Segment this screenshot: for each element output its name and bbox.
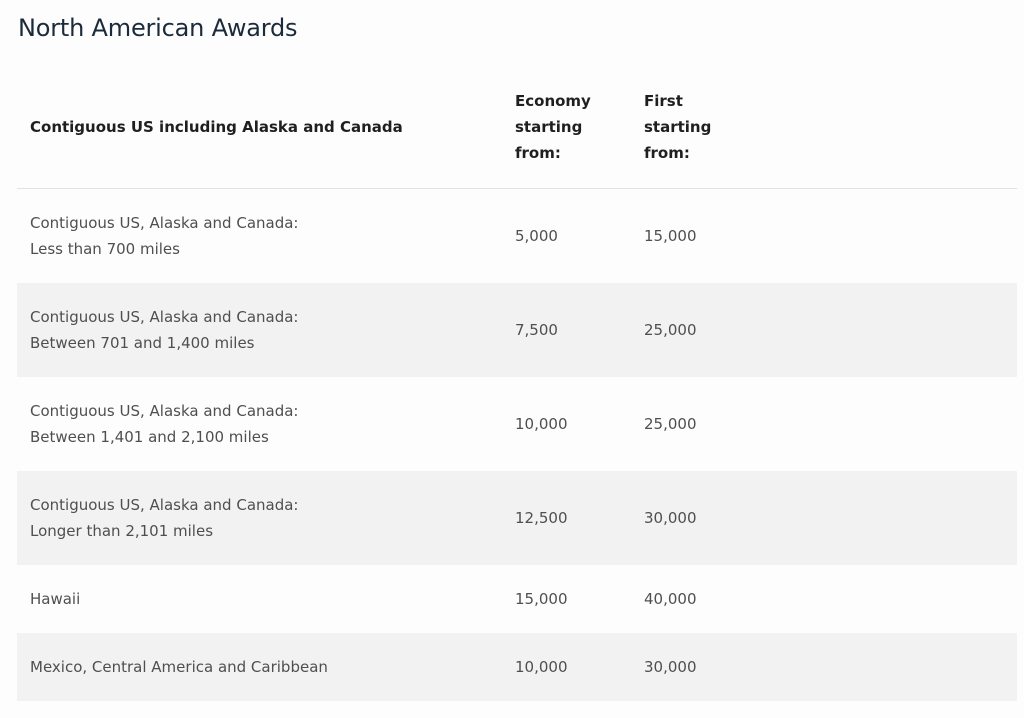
row-region-line: Contiguous US, Alaska and Canada: [30, 308, 299, 326]
table-row: Hawaii 15,000 40,000 [17, 565, 1017, 633]
row-region-line: Between 701 and 1,400 miles [30, 334, 255, 352]
page-title: North American Awards [18, 14, 298, 42]
header-economy-line: from: [515, 144, 561, 162]
row-economy: 15,000 [515, 590, 568, 608]
row-economy: 12,500 [515, 509, 568, 527]
table-row: Mexico, Central America and Caribbean 10… [17, 633, 1017, 701]
row-region-line: Less than 700 miles [30, 240, 180, 258]
row-first: 25,000 [644, 321, 697, 339]
row-first: 15,000 [644, 227, 697, 245]
row-region-line: Longer than 2,101 miles [30, 522, 214, 540]
header-economy-line: Economy [515, 92, 591, 110]
row-economy: 10,000 [515, 658, 568, 676]
header-economy-line: starting [515, 118, 583, 136]
row-region: Contiguous US, Alaska and Canada: Less t… [30, 210, 470, 262]
header-economy: Economy starting from: [515, 88, 605, 166]
row-region: Mexico, Central America and Caribbean [30, 654, 470, 680]
header-first-line: starting [644, 118, 712, 136]
row-region-line: Between 1,401 and 2,100 miles [30, 428, 269, 446]
row-region-line: Contiguous US, Alaska and Canada: [30, 402, 299, 420]
row-region-line: Contiguous US, Alaska and Canada: [30, 214, 299, 232]
row-region: Contiguous US, Alaska and Canada: Betwee… [30, 398, 470, 450]
header-first: First starting from: [644, 88, 734, 166]
row-economy: 5,000 [515, 227, 558, 245]
table-row: Contiguous US, Alaska and Canada: Longer… [17, 471, 1017, 565]
row-first: 30,000 [644, 509, 697, 527]
row-region: Contiguous US, Alaska and Canada: Longer… [30, 492, 470, 544]
row-region: Hawaii [30, 586, 470, 612]
row-region: Contiguous US, Alaska and Canada: Betwee… [30, 304, 470, 356]
row-region-line: Contiguous US, Alaska and Canada: [30, 496, 299, 514]
table-row: Contiguous US, Alaska and Canada: Betwee… [17, 377, 1017, 471]
table-row: Contiguous US, Alaska and Canada: Less t… [17, 189, 1017, 283]
row-region-line: Mexico, Central America and Caribbean [30, 658, 328, 676]
row-first: 40,000 [644, 590, 697, 608]
awards-table: Contiguous US including Alaska and Canad… [17, 66, 1017, 701]
row-region-line: Hawaii [30, 590, 81, 608]
header-first-line: First [644, 92, 683, 110]
row-economy: 10,000 [515, 415, 568, 433]
header-region: Contiguous US including Alaska and Canad… [30, 118, 403, 136]
table-header-row: Contiguous US including Alaska and Canad… [17, 66, 1017, 189]
row-first: 30,000 [644, 658, 697, 676]
table-row: Contiguous US, Alaska and Canada: Betwee… [17, 283, 1017, 377]
row-first: 25,000 [644, 415, 697, 433]
header-first-line: from: [644, 144, 690, 162]
row-economy: 7,500 [515, 321, 558, 339]
